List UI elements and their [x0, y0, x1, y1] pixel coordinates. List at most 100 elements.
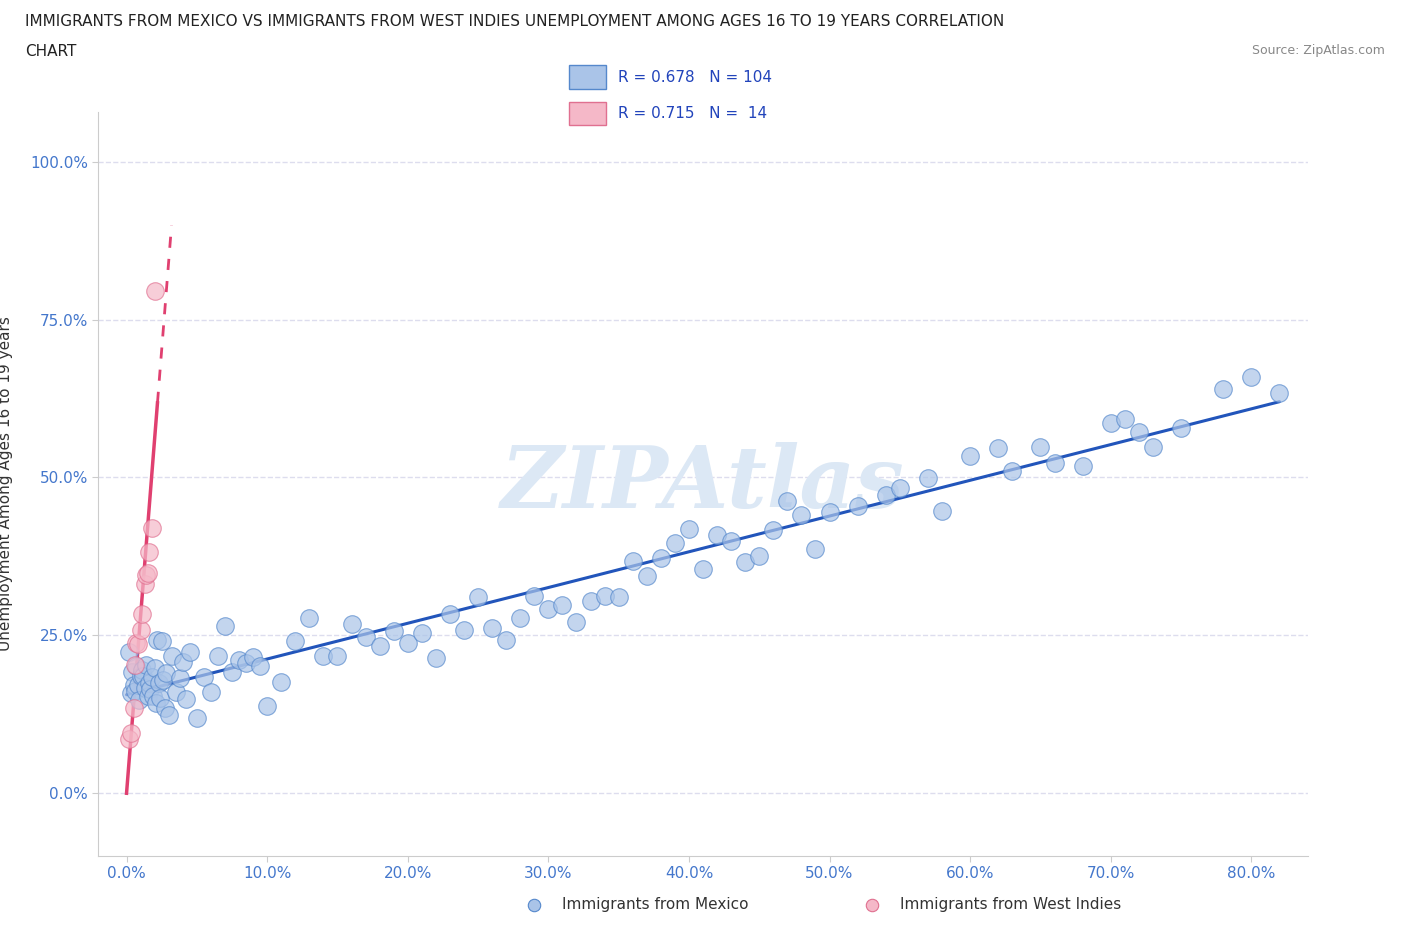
Point	[172, 655, 194, 670]
Point	[917, 471, 939, 485]
Point	[120, 725, 142, 740]
Point	[132, 669, 155, 684]
Point	[169, 671, 191, 685]
Point	[145, 696, 167, 711]
Point	[131, 606, 153, 621]
Point	[122, 678, 145, 693]
Point	[1114, 412, 1136, 427]
Point	[368, 639, 391, 654]
Point	[860, 897, 883, 912]
Point	[1170, 420, 1192, 435]
Point	[129, 668, 152, 683]
Point	[200, 684, 222, 699]
Point	[152, 672, 174, 687]
Point	[143, 284, 166, 299]
Point	[141, 520, 163, 535]
Point	[509, 610, 531, 625]
Point	[776, 494, 799, 509]
Point	[453, 623, 475, 638]
Point	[118, 645, 141, 660]
Point	[127, 678, 149, 693]
Point	[149, 690, 172, 705]
Point	[122, 700, 145, 715]
Point	[593, 588, 616, 603]
Point	[148, 675, 170, 690]
Point	[762, 523, 785, 538]
Point	[118, 732, 141, 747]
Point	[125, 659, 148, 674]
Point	[875, 487, 897, 502]
Point	[1071, 458, 1094, 473]
Point	[396, 636, 419, 651]
Point	[804, 541, 827, 556]
Point	[495, 632, 517, 647]
Point	[134, 577, 156, 591]
Text: R = 0.715   N =  14: R = 0.715 N = 14	[619, 106, 768, 121]
Point	[165, 684, 187, 699]
Point	[214, 618, 236, 633]
Point	[678, 522, 700, 537]
Bar	[568, 101, 606, 126]
Point	[551, 597, 574, 612]
Point	[382, 623, 405, 638]
Point	[889, 481, 911, 496]
Point	[607, 590, 630, 604]
Point	[207, 648, 229, 663]
Point	[734, 555, 756, 570]
Point	[523, 897, 546, 912]
Point	[720, 534, 742, 549]
Point	[326, 648, 349, 663]
Point	[135, 567, 157, 582]
Point	[1001, 464, 1024, 479]
Point	[579, 593, 602, 608]
Point	[193, 670, 215, 684]
Point	[134, 681, 156, 696]
Point	[135, 658, 157, 672]
Point	[141, 670, 163, 684]
Point	[692, 562, 714, 577]
Point	[120, 685, 142, 700]
Point	[125, 635, 148, 650]
Point	[931, 503, 953, 518]
Point	[1099, 416, 1122, 431]
Bar	[568, 65, 606, 89]
Point	[340, 617, 363, 631]
Point	[411, 626, 433, 641]
Point	[143, 661, 166, 676]
Point	[249, 658, 271, 673]
Point	[818, 504, 841, 519]
Point	[1212, 382, 1234, 397]
Point	[150, 633, 173, 648]
Point	[467, 590, 489, 604]
Point	[128, 693, 150, 708]
Y-axis label: Unemployment Among Ages 16 to 19 years: Unemployment Among Ages 16 to 19 years	[0, 316, 13, 651]
Point	[650, 551, 672, 565]
Point	[1043, 456, 1066, 471]
Point	[298, 611, 321, 626]
Text: CHART: CHART	[25, 44, 77, 59]
Point	[235, 656, 257, 671]
Text: IMMIGRANTS FROM MEXICO VS IMMIGRANTS FROM WEST INDIES UNEMPLOYMENT AMONG AGES 16: IMMIGRANTS FROM MEXICO VS IMMIGRANTS FRO…	[25, 14, 1004, 29]
Point	[121, 665, 143, 680]
Point	[186, 711, 208, 725]
Point	[136, 565, 159, 580]
Point	[138, 544, 160, 559]
Point	[565, 615, 588, 630]
Point	[846, 498, 869, 513]
Point	[157, 708, 180, 723]
Point	[706, 527, 728, 542]
Point	[1240, 369, 1263, 384]
Point	[425, 650, 447, 665]
Point	[136, 688, 159, 703]
Point	[523, 588, 546, 603]
Point	[987, 440, 1010, 455]
Point	[256, 698, 278, 713]
Point	[621, 553, 644, 568]
Point	[1142, 440, 1164, 455]
Point	[228, 652, 250, 667]
Point	[790, 508, 813, 523]
Text: Immigrants from West Indies: Immigrants from West Indies	[900, 897, 1121, 912]
Point	[1128, 425, 1150, 440]
Point	[179, 644, 201, 659]
Point	[439, 607, 461, 622]
